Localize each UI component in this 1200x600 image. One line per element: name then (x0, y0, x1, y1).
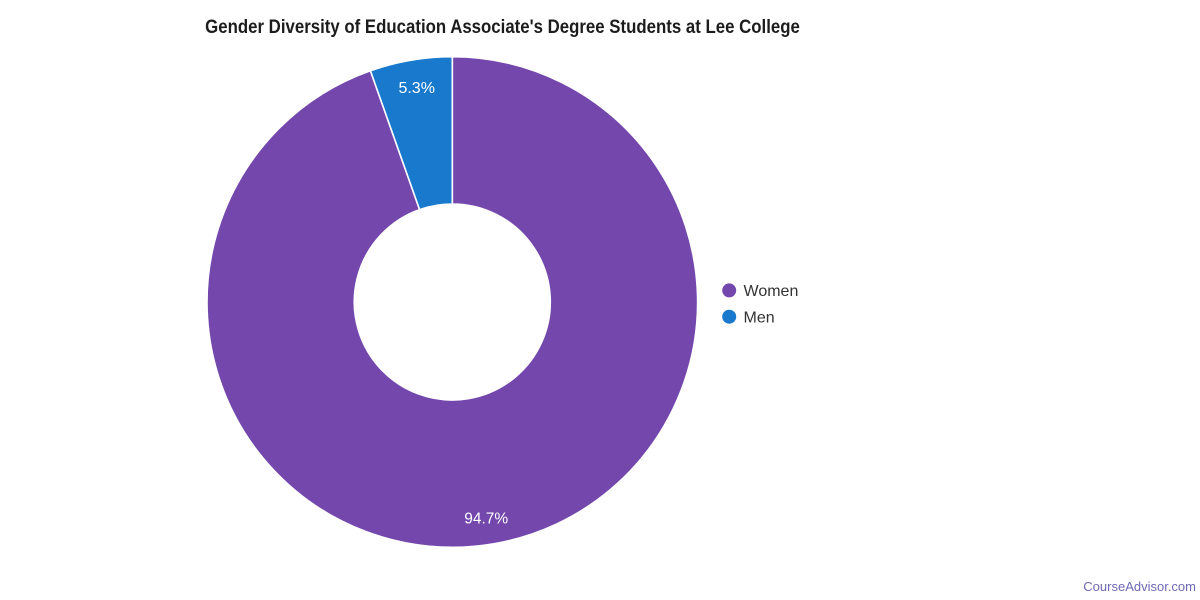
svg-text:5.3%: 5.3% (398, 80, 434, 97)
svg-text:Men: Men (744, 309, 775, 326)
svg-text:94.7%: 94.7% (464, 510, 508, 527)
svg-text:Women: Women (744, 283, 799, 300)
